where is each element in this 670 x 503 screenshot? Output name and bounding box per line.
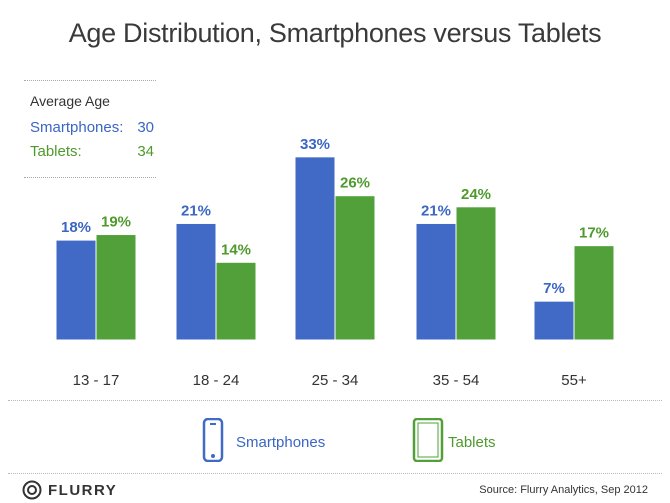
bar-tablets-2	[215, 261, 257, 341]
bar-smartphones-5	[533, 300, 575, 341]
legend-smartphones: Smartphones	[200, 417, 325, 463]
flurry-logo-text: FLURRY	[48, 482, 118, 499]
data-label-tablets-5: 17%	[579, 225, 609, 242]
data-label-tablets-1: 19%	[101, 214, 131, 231]
data-label-smartphones-1: 18%	[61, 219, 91, 236]
x-tick-label-3: 25 - 34	[312, 372, 359, 389]
data-label-smartphones-3: 33%	[300, 136, 330, 153]
average-age-tablets-label: Tablets:	[30, 143, 82, 160]
bar-tablets-3	[334, 195, 376, 341]
bar-tablets-1	[95, 234, 137, 341]
x-tick-label-2: 18 - 24	[193, 372, 240, 389]
data-label-smartphones-2: 21%	[181, 202, 211, 219]
data-label-tablets-2: 14%	[221, 241, 251, 258]
average-age-smartphones: Smartphones: 30	[30, 119, 154, 136]
data-label-smartphones-5: 7%	[543, 280, 565, 297]
footer-divider	[8, 473, 662, 474]
tablet-icon	[412, 417, 444, 463]
average-age-tablets-value: 34	[137, 143, 154, 160]
legend-smartphones-label: Smartphones	[236, 434, 326, 451]
smartphone-icon	[202, 417, 224, 463]
data-label-tablets-4: 24%	[461, 186, 491, 203]
average-age-box: Average Age Smartphones: 30 Tablets: 34	[24, 80, 156, 178]
data-label-tablets-3: 26%	[340, 175, 370, 192]
chart-title: Age Distribution, Smartphones versus Tab…	[68, 18, 602, 48]
legend-divider-top	[8, 400, 662, 401]
bar-smartphones-3	[294, 156, 336, 341]
average-age-smartphones-label: Smartphones:	[30, 119, 124, 136]
source-note: Source: Flurry Analytics, Sep 2012	[479, 484, 648, 496]
legend-tablets-label: Tablets	[448, 434, 496, 451]
average-age-tablets: Tablets: 34	[30, 143, 154, 160]
bar-tablets-5	[573, 245, 615, 341]
x-tick-label-1: 13 - 17	[73, 372, 120, 389]
x-tick-label-4: 35 - 54	[433, 372, 480, 389]
average-age-smartphones-value: 30	[137, 119, 154, 136]
bar-smartphones-2	[175, 222, 217, 341]
bar-tablets-4	[455, 206, 497, 341]
average-age-heading: Average Age	[30, 93, 110, 109]
legend-tablets: Tablets	[412, 417, 496, 463]
bar-smartphones-1	[55, 239, 97, 341]
data-label-smartphones-4: 21%	[421, 202, 451, 219]
flurry-logo-icon	[22, 480, 42, 500]
bar-smartphones-4	[415, 222, 457, 341]
bar-chart: 18% 19% 13 - 17 21% 14% 18 - 24 33% 26% 25 - 34 2…	[55, 136, 615, 389]
x-tick-label-5: 55+	[561, 372, 587, 389]
